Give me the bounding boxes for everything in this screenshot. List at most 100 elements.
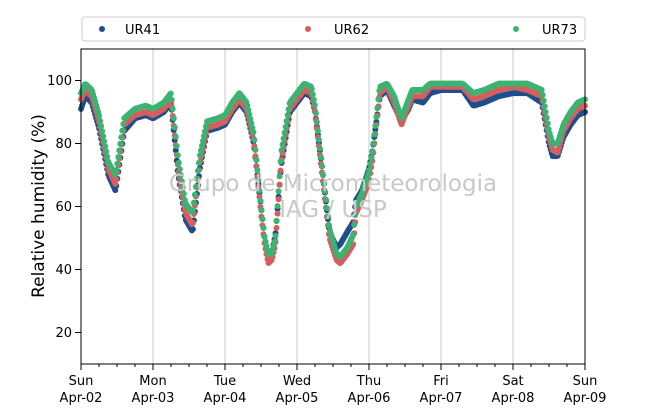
data-point: [283, 118, 290, 125]
x-tick-date-5: Apr-07: [420, 391, 463, 406]
data-point: [367, 160, 374, 167]
data-point: [177, 172, 184, 179]
data-point: [190, 199, 197, 206]
data-point: [273, 224, 280, 231]
data-point: [189, 219, 196, 226]
data-point: [192, 183, 199, 190]
x-tick-day-3: Wed: [283, 374, 311, 389]
data-point: [274, 203, 281, 210]
legend-frame: [81, 16, 586, 42]
data-point: [257, 197, 264, 204]
x-tick-day-1: Mon: [139, 374, 166, 389]
data-point: [277, 167, 284, 174]
data-point: [196, 152, 203, 159]
data-point: [201, 128, 208, 135]
data-point: [274, 210, 281, 217]
y-tick-label-3: 80: [55, 137, 72, 152]
data-point: [280, 135, 287, 142]
data-point: [324, 213, 331, 220]
x-tick-date-7: Apr-09: [564, 391, 607, 406]
watermark-line-1: Grupo de Micrometeorologia: [169, 171, 497, 197]
x-axis: Sun Apr-02 Mon Apr-03 Tue Apr-04 Wed Apr-05 Thu A…: [60, 364, 607, 406]
data-point: [113, 176, 120, 183]
data-point: [276, 181, 283, 188]
x-tick-day-0: Sun: [69, 374, 94, 389]
data-point: [120, 120, 127, 127]
data-point: [258, 207, 265, 214]
data-point: [312, 110, 319, 117]
data-point: [538, 86, 545, 93]
legend-marker-UR62: [305, 26, 311, 32]
data-point: [322, 196, 329, 203]
data-point: [255, 177, 262, 184]
data-point: [101, 138, 108, 145]
data-point: [539, 91, 546, 98]
x-tick-date-2: Apr-04: [204, 391, 247, 406]
data-point: [374, 105, 381, 112]
data-point: [316, 145, 323, 152]
x-tick-day-2: Tue: [213, 374, 236, 389]
data-point: [320, 180, 327, 187]
data-point: [321, 188, 328, 195]
data-point: [368, 154, 375, 161]
data-point: [373, 114, 380, 121]
data-point: [272, 232, 279, 239]
data-point: [119, 127, 126, 134]
legend: UR41 UR62 UR73: [81, 16, 586, 42]
x-tick-date-4: Apr-06: [348, 391, 391, 406]
data-point: [175, 159, 182, 166]
data-points: [78, 80, 588, 267]
x-tick-date-3: Apr-05: [276, 391, 319, 406]
data-point: [317, 154, 324, 161]
data-point: [273, 217, 280, 224]
data-point: [115, 154, 122, 161]
data-point: [178, 178, 185, 185]
data-point: [253, 157, 260, 164]
data-point: [251, 136, 258, 143]
data-point: [350, 231, 357, 238]
data-point: [194, 167, 201, 174]
data-point: [366, 167, 373, 174]
legend-marker-UR41: [99, 26, 105, 32]
data-point: [318, 163, 325, 170]
watermark: Grupo de Micrometeorologia IAG / USP: [169, 171, 497, 223]
data-point: [117, 140, 124, 147]
x-tick-day-4: Thu: [356, 374, 381, 389]
data-point: [254, 167, 261, 174]
data-point: [261, 233, 268, 240]
legend-label-UR73: UR73: [542, 23, 577, 38]
data-point: [275, 188, 282, 195]
data-point: [195, 159, 202, 166]
data-point: [372, 122, 379, 129]
x-tick-day-5: Fri: [433, 374, 449, 389]
data-point: [103, 148, 110, 155]
data-point: [189, 207, 196, 214]
data-point: [113, 167, 120, 174]
data-point: [167, 90, 174, 97]
data-point: [369, 148, 376, 155]
data-point: [118, 134, 125, 141]
x-tick-date-6: Apr-08: [492, 391, 535, 406]
data-point: [351, 221, 358, 228]
data-point: [191, 191, 198, 198]
y-tick-label-4: 100: [47, 74, 72, 89]
data-point: [281, 129, 288, 136]
data-point: [541, 103, 548, 110]
data-point: [179, 184, 186, 191]
data-point: [202, 123, 209, 130]
data-point: [176, 165, 183, 172]
data-point: [198, 142, 205, 149]
data-point: [370, 140, 377, 147]
data-point: [352, 212, 359, 218]
data-point: [98, 123, 105, 130]
data-point: [323, 205, 330, 212]
data-point: [309, 91, 316, 98]
data-point: [310, 96, 317, 103]
data-point: [271, 238, 278, 245]
data-point: [325, 221, 332, 228]
data-point: [278, 147, 285, 154]
data-point: [314, 127, 321, 134]
data-point: [544, 120, 551, 127]
data-point: [174, 152, 181, 159]
